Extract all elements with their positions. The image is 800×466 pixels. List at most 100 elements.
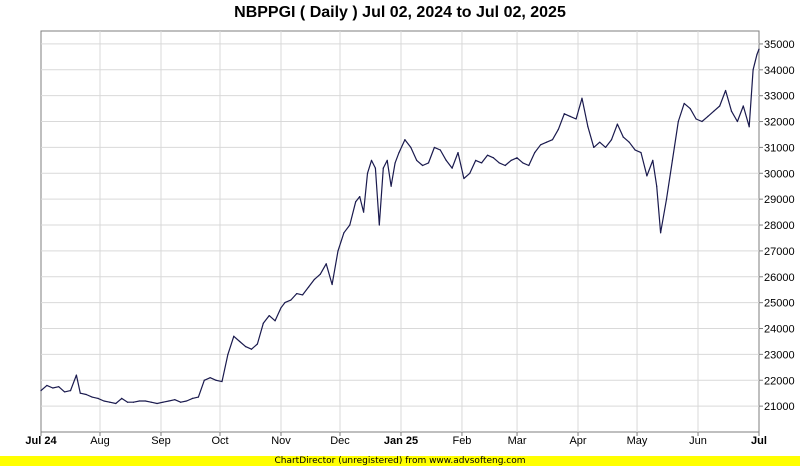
data-point [250,348,253,350]
data-point [121,397,123,399]
data-point [640,151,642,154]
data-point [382,167,384,169]
data-point [174,399,176,401]
data-point [758,48,760,50]
data-point [748,126,750,128]
y-tick-label: 31000 [764,142,795,154]
data-point [707,115,709,117]
data-point [144,400,146,402]
data-point [239,340,241,343]
data-point [701,120,703,123]
data-point [528,164,530,167]
data-point [209,377,211,379]
x-tick-label: Apr [569,435,586,447]
data-point [451,167,453,169]
x-tick-label: Nov [271,435,291,447]
y-tick-label: 21000 [764,401,795,413]
data-point [469,172,471,174]
data-point [386,159,388,161]
data-point [349,224,351,226]
data-point [162,401,164,403]
data-point [569,115,571,117]
data-point [290,299,292,301]
data-point [52,387,54,389]
data-point [652,159,654,161]
data-point [374,167,377,169]
x-tick-label: Oct [211,435,228,447]
x-tick-label: Dec [330,435,350,447]
y-tick-label: 33000 [764,91,795,103]
y-tick-label: 29000 [764,194,795,206]
data-point [296,292,298,295]
data-point [363,211,365,213]
data-point [545,141,548,143]
data-point [445,159,447,161]
data-point [227,353,229,355]
data-point [390,185,392,187]
data-point [325,263,327,265]
data-point [628,141,630,143]
data-point [268,314,270,317]
data-point [475,159,477,161]
y-tick-label: 24000 [764,324,795,336]
data-point [313,278,316,280]
data-point [540,144,542,146]
y-tick-label: 25000 [764,298,795,310]
data-point [79,392,81,394]
y-tick-label: 22000 [764,375,795,387]
data-point [233,335,235,337]
data-point [64,391,66,393]
data-point [378,224,380,226]
data-point [256,343,258,345]
data-point [660,232,662,234]
data-point [46,384,48,387]
data-point [575,118,577,120]
data-point [665,198,668,200]
data-point [719,105,721,107]
data-point [97,397,99,399]
data-point [610,139,613,141]
data-point [366,172,369,174]
data-point [284,302,286,304]
data-point [343,232,345,234]
data-point [150,401,152,403]
data-point [416,159,418,161]
y-tick-label: 28000 [764,220,795,232]
x-tick-label: May [627,435,648,447]
data-point [689,108,691,110]
data-point [85,393,87,396]
data-point [132,401,135,403]
data-point [756,53,758,55]
data-point [433,146,436,149]
data-point [593,146,595,149]
y-tick-label: 35000 [764,39,795,51]
data-point [262,322,264,324]
x-tick-label: Sep [151,435,171,447]
data-point [215,379,217,381]
x-tick-label: Aug [90,435,110,447]
data-point [302,294,304,296]
x-tick-label: Jan 25 [384,435,418,447]
data-point [439,149,441,151]
data-point [359,195,361,198]
data-point [752,69,754,71]
data-point [221,380,223,383]
data-point [646,175,648,177]
data-point [522,162,524,164]
data-point [677,120,679,123]
data-point [713,110,715,112]
chart-canvas: 21000 22000 23000 24000 25000 26000 27000 28000… [25,30,795,447]
data-point [410,146,412,149]
data-point [58,386,60,388]
data-point [75,374,78,376]
y-tick-label: 23000 [764,349,795,361]
data-point [498,162,500,164]
data-point [534,151,536,154]
data-point [551,139,554,141]
data-point [197,396,199,398]
data-point [492,157,495,159]
y-tick-label: 26000 [764,272,795,284]
y-tick-label: 34000 [764,65,795,77]
data-point [427,162,430,164]
x-tick-label: Jul [751,435,767,447]
